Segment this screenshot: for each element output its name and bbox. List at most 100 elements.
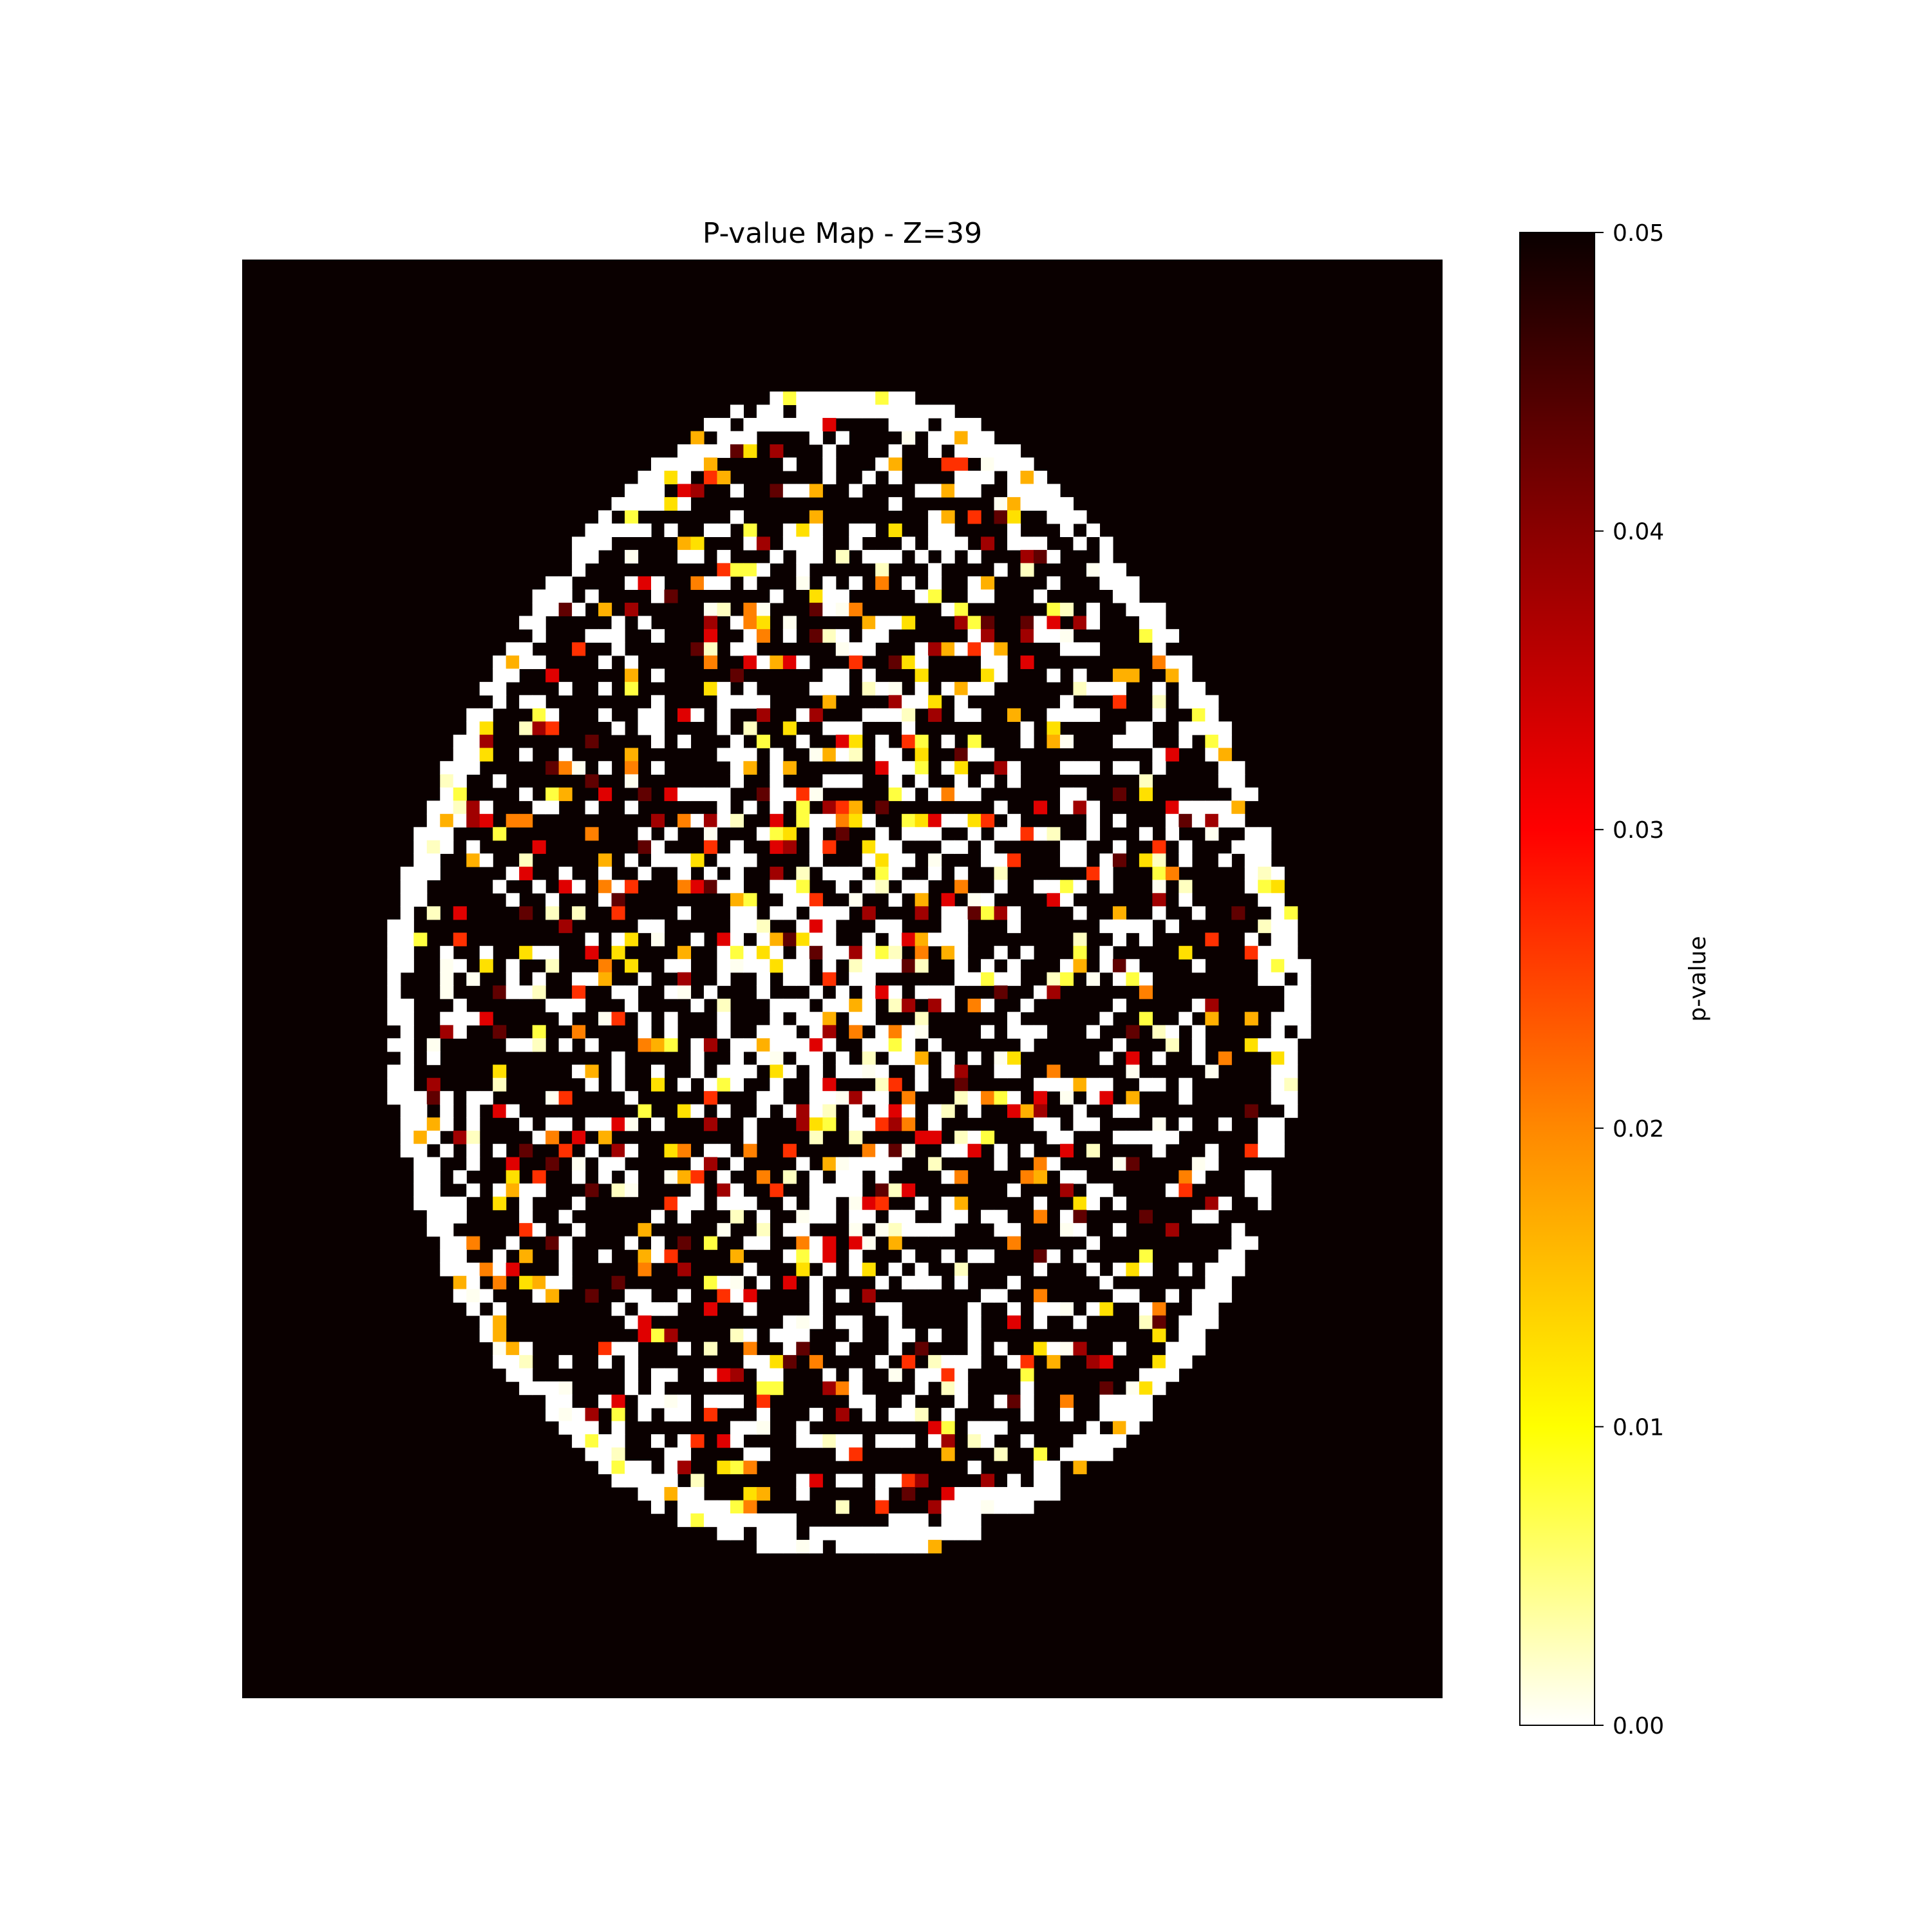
heatmap-cell	[994, 444, 1008, 459]
heatmap-cell	[902, 1117, 916, 1132]
heatmap-cell	[888, 1262, 902, 1276]
heatmap-cell	[453, 800, 467, 815]
heatmap-cell	[532, 1381, 546, 1396]
heatmap-cell	[888, 1473, 902, 1488]
heatmap-cell	[506, 1157, 520, 1171]
heatmap-cell	[888, 1368, 902, 1382]
heatmap-cell	[1086, 602, 1101, 616]
heatmap-cell	[638, 708, 652, 722]
heatmap-cell	[941, 1209, 955, 1224]
heatmap-cell	[954, 1500, 969, 1514]
heatmap-cell	[690, 1183, 705, 1197]
heatmap-cell	[1126, 1262, 1140, 1276]
heatmap-cell	[743, 1513, 757, 1528]
heatmap-cell	[1284, 1077, 1298, 1092]
heatmap-cell	[875, 866, 889, 880]
heatmap-cell	[1007, 510, 1021, 524]
heatmap-cell	[902, 391, 916, 406]
heatmap-cell	[1059, 1144, 1074, 1158]
heatmap-cell	[1218, 853, 1232, 867]
heatmap-cell	[545, 589, 560, 603]
heatmap-cell	[809, 536, 823, 551]
heatmap-cell	[1073, 510, 1087, 524]
heatmap-cell	[967, 589, 981, 603]
heatmap-cell	[914, 1223, 929, 1237]
heatmap-cell	[1034, 470, 1048, 485]
heatmap-cell	[1034, 1487, 1048, 1501]
heatmap-cell	[650, 708, 665, 722]
heatmap-cell	[1191, 1341, 1206, 1356]
heatmap-cell	[638, 787, 652, 801]
heatmap-cell	[1112, 906, 1126, 920]
heatmap-cell	[756, 1408, 770, 1422]
heatmap-cell	[493, 1249, 507, 1264]
heatmap-cell	[849, 945, 863, 960]
heatmap-cell	[928, 642, 942, 656]
heatmap-cell	[770, 1540, 784, 1554]
heatmap-cell	[862, 1236, 876, 1250]
heatmap-cell	[611, 616, 625, 630]
heatmap-cell	[1007, 774, 1021, 788]
heatmap-cell	[1152, 1077, 1166, 1092]
heatmap-cell	[506, 813, 520, 828]
heatmap-cell	[558, 880, 573, 894]
heatmap-cell	[440, 800, 454, 815]
heatmap-cell	[1007, 497, 1021, 511]
heatmap-cell	[1139, 1368, 1153, 1382]
heatmap-cell	[875, 1434, 889, 1448]
heatmap-cell	[914, 1077, 929, 1092]
heatmap-cell	[1126, 1408, 1140, 1422]
heatmap-cell	[954, 787, 969, 801]
heatmap-cell	[994, 880, 1008, 894]
heatmap-cell	[730, 866, 744, 880]
heatmap-cell	[650, 813, 665, 828]
heatmap-cell	[1165, 827, 1179, 841]
heatmap-cell	[506, 866, 520, 880]
heatmap-cell	[1179, 721, 1193, 735]
heatmap-cell	[888, 774, 902, 788]
heatmap-cell	[849, 1447, 863, 1461]
heatmap-cell	[822, 1077, 837, 1092]
heatmap-cell	[1073, 1223, 1087, 1237]
heatmap-cell	[1099, 1302, 1113, 1316]
heatmap-cell	[849, 1394, 863, 1408]
heatmap-cell	[994, 1091, 1008, 1105]
heatmap-cell	[994, 1487, 1008, 1501]
heatmap-cell	[782, 629, 797, 643]
heatmap-cell	[440, 1209, 454, 1224]
heatmap-cell	[426, 1038, 440, 1052]
heatmap-cell	[994, 1051, 1008, 1065]
heatmap-cell	[1086, 1025, 1101, 1039]
heatmap-cell	[849, 1249, 863, 1264]
heatmap-cell	[875, 959, 889, 973]
heatmap-cell	[466, 734, 480, 748]
heatmap-cell	[1231, 813, 1245, 828]
heatmap-cell	[1179, 1183, 1193, 1197]
heatmap-cell	[756, 1209, 770, 1224]
heatmap-cell	[690, 708, 705, 722]
heatmap-cell	[730, 919, 744, 933]
heatmap-cell	[849, 748, 863, 762]
heatmap-cell	[941, 1223, 955, 1237]
heatmap-cell	[625, 655, 639, 669]
heatmap-cell	[862, 1065, 876, 1079]
heatmap-cell	[1046, 1249, 1061, 1264]
heatmap-cell	[928, 1526, 942, 1540]
heatmap-cell	[1165, 1025, 1179, 1039]
heatmap-cell	[1007, 1302, 1021, 1316]
heatmap-cell	[413, 1104, 428, 1118]
heatmap-cell	[493, 1355, 507, 1369]
heatmap-cell	[1165, 668, 1179, 683]
heatmap-cell	[796, 998, 810, 1012]
heatmap-cell	[703, 866, 717, 880]
heatmap-cell	[914, 774, 929, 788]
heatmap-cell	[902, 417, 916, 432]
heatmap-cell	[545, 800, 560, 815]
heatmap-cell	[650, 457, 665, 471]
heatmap-cell	[1244, 1038, 1258, 1052]
heatmap-cell	[914, 695, 929, 709]
heatmap-cell	[902, 404, 916, 419]
heatmap-cell	[941, 1487, 955, 1501]
heatmap-cell	[572, 985, 586, 999]
heatmap-cell	[902, 1038, 916, 1052]
